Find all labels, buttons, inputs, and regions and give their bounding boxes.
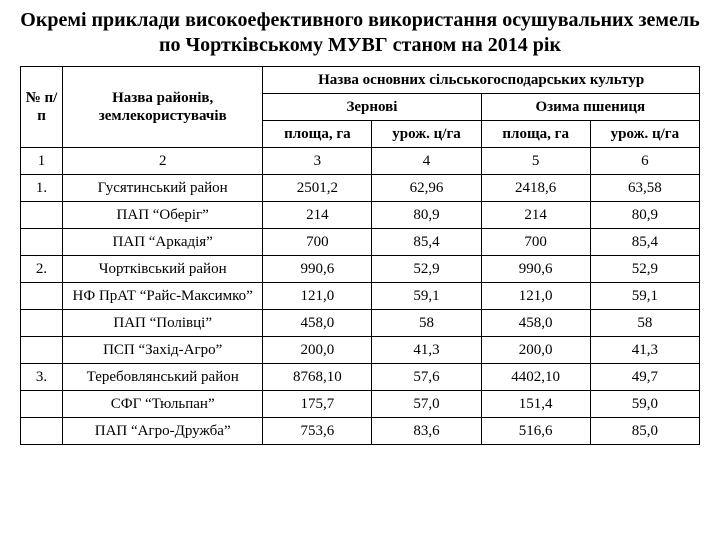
col-grain: Зернові — [263, 94, 481, 121]
table-cell: 57,6 — [372, 364, 481, 391]
table-cell — [21, 310, 63, 337]
table-cell: 62,96 — [372, 175, 481, 202]
table-cell: 990,6 — [481, 256, 590, 283]
col-wheat-yield: урож. ц/га — [590, 121, 699, 148]
table-cell: 85,4 — [590, 229, 699, 256]
table-cell: 59,1 — [590, 283, 699, 310]
table-cell — [21, 229, 63, 256]
table-cell — [21, 337, 63, 364]
table-cell: 41,3 — [372, 337, 481, 364]
table-cell: СФГ “Тюльпан” — [63, 391, 263, 418]
table-cell: 4402,10 — [481, 364, 590, 391]
table-cell: 151,4 — [481, 391, 590, 418]
table-cell: ПСП “Захід-Агро” — [63, 337, 263, 364]
table-cell: 121,0 — [481, 283, 590, 310]
table-row: 1.Гусятинський район2501,262,962418,663,… — [21, 175, 700, 202]
table-cell: 753,6 — [263, 418, 372, 445]
table-cell: 8768,10 — [263, 364, 372, 391]
table-cell: 214 — [263, 202, 372, 229]
colnum-1: 2 — [63, 148, 263, 175]
table-cell: 200,0 — [481, 337, 590, 364]
table-cell — [21, 391, 63, 418]
col-grain-yield: урож. ц/га — [372, 121, 481, 148]
table-cell: 49,7 — [590, 364, 699, 391]
table-cell: 214 — [481, 202, 590, 229]
table-row: СФГ “Тюльпан”175,757,0151,459,0 — [21, 391, 700, 418]
table-cell: 2501,2 — [263, 175, 372, 202]
table-cell: 59,1 — [372, 283, 481, 310]
table-cell: НФ ПрАТ “Райс-Максимко” — [63, 283, 263, 310]
table-cell: 80,9 — [372, 202, 481, 229]
colnum-0: 1 — [21, 148, 63, 175]
table-cell: 990,6 — [263, 256, 372, 283]
colnum-5: 6 — [590, 148, 699, 175]
table-cell — [21, 283, 63, 310]
table-cell: 58 — [590, 310, 699, 337]
table-cell: 85,4 — [372, 229, 481, 256]
data-table: № п/п Назва районів, землекористувачів Н… — [20, 66, 700, 445]
col-num: № п/п — [21, 67, 63, 148]
table-cell: 458,0 — [263, 310, 372, 337]
table-cell: 85,0 — [590, 418, 699, 445]
table-cell: 80,9 — [590, 202, 699, 229]
table-cell: ПАП “Аркадія” — [63, 229, 263, 256]
table-row: ПАП “Полівці”458,058458,058 — [21, 310, 700, 337]
table-cell: 516,6 — [481, 418, 590, 445]
colnum-4: 5 — [481, 148, 590, 175]
table-cell: Чортківський район — [63, 256, 263, 283]
table-cell: ПАП “Оберіг” — [63, 202, 263, 229]
table-cell: 59,0 — [590, 391, 699, 418]
col-wheat: Озима пшениця — [481, 94, 699, 121]
table-cell: 700 — [481, 229, 590, 256]
table-cell — [21, 202, 63, 229]
table-cell: ПАП “Полівці” — [63, 310, 263, 337]
colnum-3: 4 — [372, 148, 481, 175]
col-crops: Назва основних сільськогосподарських кул… — [263, 67, 700, 94]
table-cell — [21, 418, 63, 445]
table-row: 2.Чортківський район990,652,9990,652,9 — [21, 256, 700, 283]
colnum-2: 3 — [263, 148, 372, 175]
table-cell: 58 — [372, 310, 481, 337]
table-cell: 3. — [21, 364, 63, 391]
table-row: НФ ПрАТ “Райс-Максимко”121,059,1121,059,… — [21, 283, 700, 310]
table-cell: 700 — [263, 229, 372, 256]
table-cell: 2418,6 — [481, 175, 590, 202]
table-cell: 57,0 — [372, 391, 481, 418]
table-cell: 41,3 — [590, 337, 699, 364]
table-row: ПАП “Аркадія”70085,470085,4 — [21, 229, 700, 256]
col-wheat-area: площа, га — [481, 121, 590, 148]
table-row: 3.Теребовлянський район8768,1057,64402,1… — [21, 364, 700, 391]
table-cell: 63,58 — [590, 175, 699, 202]
col-grain-area: площа, га — [263, 121, 372, 148]
table-row: ПАП “Оберіг”21480,921480,9 — [21, 202, 700, 229]
table-cell: 175,7 — [263, 391, 372, 418]
table-cell: 458,0 — [481, 310, 590, 337]
table-row: ПАП “Агро-Дружба”753,683,6516,685,0 — [21, 418, 700, 445]
page-title: Окремі приклади високоефективного викори… — [20, 8, 700, 58]
table-cell: 52,9 — [590, 256, 699, 283]
table-cell: 83,6 — [372, 418, 481, 445]
table-row: ПСП “Захід-Агро”200,041,3200,041,3 — [21, 337, 700, 364]
table-cell: 121,0 — [263, 283, 372, 310]
table-cell: Гусятинський район — [63, 175, 263, 202]
table-cell: 52,9 — [372, 256, 481, 283]
col-name: Назва районів, землекористувачів — [63, 67, 263, 148]
table-cell: ПАП “Агро-Дружба” — [63, 418, 263, 445]
table-cell: 2. — [21, 256, 63, 283]
table-cell: Теребовлянський район — [63, 364, 263, 391]
table-cell: 1. — [21, 175, 63, 202]
table-cell: 200,0 — [263, 337, 372, 364]
